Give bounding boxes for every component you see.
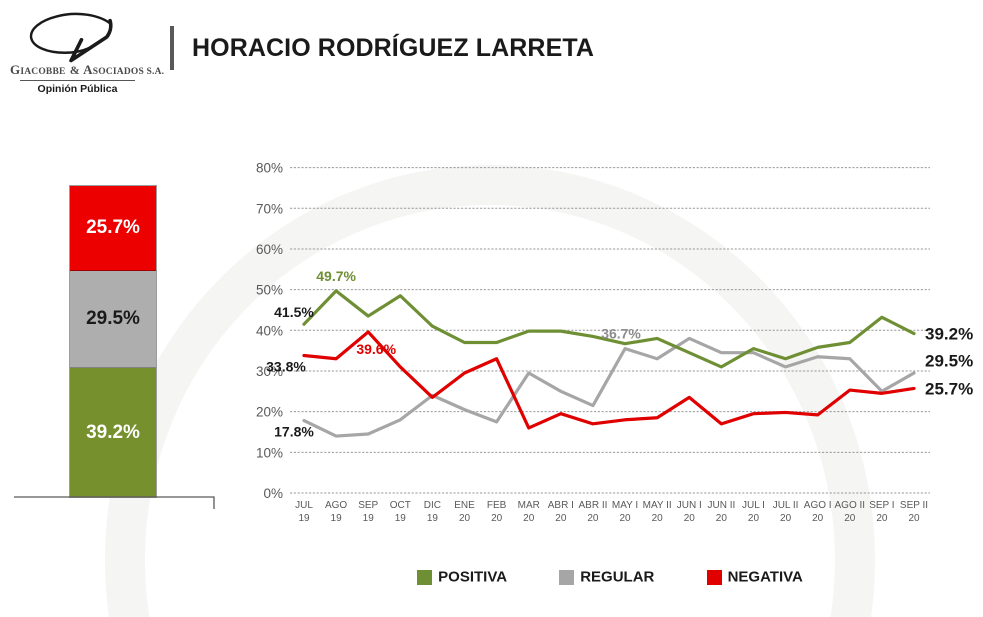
svg-text:DIC: DIC: [424, 500, 441, 511]
svg-text:20: 20: [812, 513, 824, 524]
svg-text:MAY II: MAY II: [643, 500, 672, 511]
svg-text:19: 19: [331, 513, 343, 524]
svg-text:20: 20: [844, 513, 856, 524]
svg-text:SEP I: SEP I: [869, 500, 894, 511]
svg-text:19: 19: [395, 513, 407, 524]
svg-text:17.8%: 17.8%: [274, 424, 314, 440]
svg-text:20: 20: [908, 513, 920, 524]
svg-text:20: 20: [587, 513, 599, 524]
svg-text:41.5%: 41.5%: [274, 304, 314, 320]
svg-text:0%: 0%: [263, 486, 283, 501]
svg-text:MAR: MAR: [518, 500, 540, 511]
svg-text:SEP II: SEP II: [900, 500, 928, 511]
svg-text:AGO: AGO: [325, 500, 347, 511]
svg-text:20: 20: [876, 513, 888, 524]
svg-text:39.6%: 39.6%: [356, 341, 396, 357]
svg-text:19: 19: [298, 513, 310, 524]
svg-text:10%: 10%: [256, 445, 283, 460]
svg-text:JUL I: JUL I: [742, 500, 765, 511]
svg-text:20: 20: [491, 513, 503, 524]
svg-text:20: 20: [619, 513, 631, 524]
svg-text:20%: 20%: [256, 405, 283, 420]
svg-text:20: 20: [555, 513, 567, 524]
svg-text:60%: 60%: [256, 242, 283, 257]
svg-text:ABR I: ABR I: [548, 500, 574, 511]
svg-text:ABR II: ABR II: [578, 500, 607, 511]
svg-text:SEP: SEP: [358, 500, 378, 511]
svg-text:JUN II: JUN II: [707, 500, 735, 511]
svg-text:ENE: ENE: [454, 500, 475, 511]
svg-text:JUL: JUL: [295, 500, 313, 511]
svg-text:40%: 40%: [256, 323, 283, 338]
svg-text:50%: 50%: [256, 283, 283, 298]
svg-text:25.7%: 25.7%: [925, 379, 973, 398]
svg-text:20: 20: [459, 513, 471, 524]
svg-text:33.8%: 33.8%: [266, 359, 306, 375]
svg-text:39.2%: 39.2%: [925, 325, 973, 344]
svg-text:OCT: OCT: [390, 500, 411, 511]
svg-text:20: 20: [523, 513, 535, 524]
svg-text:49.7%: 49.7%: [316, 268, 356, 284]
svg-text:20: 20: [748, 513, 760, 524]
svg-text:JUL II: JUL II: [773, 500, 799, 511]
svg-text:19: 19: [363, 513, 375, 524]
svg-text:JUN I: JUN I: [677, 500, 702, 511]
svg-text:29.5%: 29.5%: [925, 351, 973, 370]
svg-text:20: 20: [780, 513, 792, 524]
svg-text:MAY I: MAY I: [612, 500, 638, 511]
svg-text:20: 20: [652, 513, 664, 524]
svg-text:20: 20: [684, 513, 696, 524]
svg-text:AGO I: AGO I: [804, 500, 832, 511]
svg-text:20: 20: [716, 513, 728, 524]
svg-text:FEB: FEB: [487, 500, 507, 511]
svg-text:AGO II: AGO II: [835, 500, 866, 511]
svg-text:19: 19: [427, 513, 439, 524]
svg-text:36.7%: 36.7%: [601, 326, 641, 342]
svg-text:80%: 80%: [256, 161, 283, 176]
svg-text:70%: 70%: [256, 201, 283, 216]
